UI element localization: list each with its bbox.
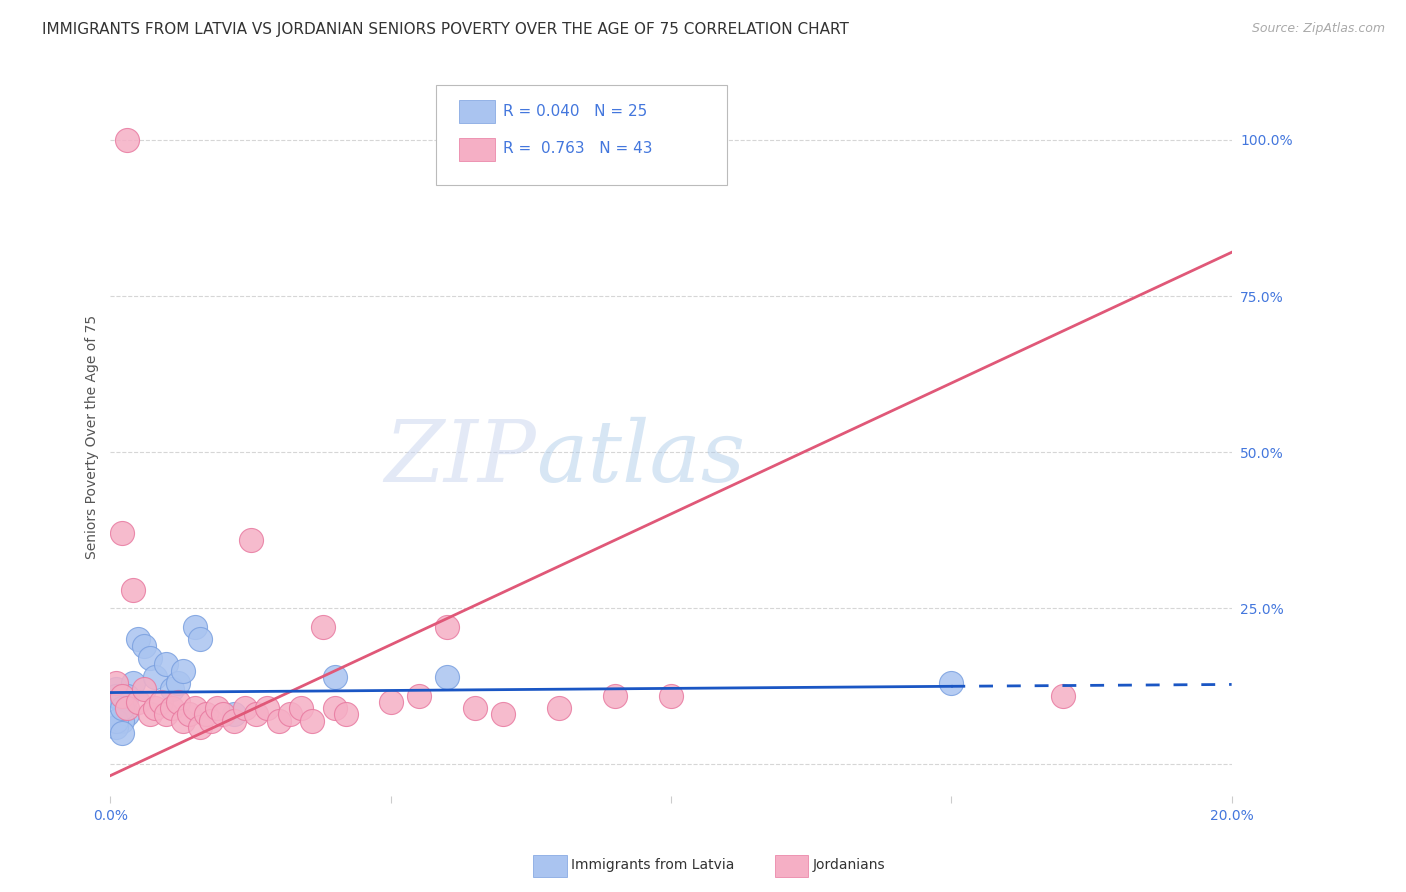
Point <box>177 707 200 722</box>
Point <box>183 620 205 634</box>
Point <box>111 695 134 709</box>
Point <box>256 701 278 715</box>
Point <box>335 707 357 722</box>
Point <box>464 701 486 715</box>
Point <box>111 726 134 740</box>
Point <box>188 632 211 647</box>
Point <box>121 582 143 597</box>
Point <box>111 701 134 715</box>
Point <box>290 701 312 715</box>
Point <box>172 664 194 678</box>
Point <box>222 714 245 728</box>
Point <box>105 720 128 734</box>
Point <box>436 670 458 684</box>
Point <box>222 707 245 722</box>
Point <box>323 670 346 684</box>
FancyBboxPatch shape <box>460 101 495 123</box>
Point <box>111 526 134 541</box>
Point <box>194 707 217 722</box>
Point <box>166 676 188 690</box>
Point <box>155 657 177 672</box>
Point <box>160 701 183 715</box>
Point <box>205 701 228 715</box>
Point <box>188 720 211 734</box>
Text: Immigrants from Latvia: Immigrants from Latvia <box>571 858 734 872</box>
Point <box>149 695 172 709</box>
Point <box>115 701 138 715</box>
Point <box>115 133 138 147</box>
Point <box>436 620 458 634</box>
Point <box>267 714 290 728</box>
Point <box>323 701 346 715</box>
Point <box>105 714 128 728</box>
Point <box>166 695 188 709</box>
Point <box>132 639 155 653</box>
Point <box>301 714 323 728</box>
Point <box>183 701 205 715</box>
Point <box>138 707 160 722</box>
Point <box>245 707 267 722</box>
Point <box>132 682 155 697</box>
FancyBboxPatch shape <box>460 137 495 161</box>
Point <box>172 714 194 728</box>
Point <box>233 701 256 715</box>
Point <box>111 689 134 703</box>
Point <box>155 707 177 722</box>
Text: R =  0.763   N = 43: R = 0.763 N = 43 <box>503 141 652 156</box>
Point <box>239 533 262 547</box>
Text: R = 0.040   N = 25: R = 0.040 N = 25 <box>503 103 647 119</box>
Point <box>200 714 222 728</box>
Point <box>143 670 166 684</box>
Point <box>115 689 138 703</box>
Text: Jordanians: Jordanians <box>813 858 886 872</box>
Point <box>111 714 134 728</box>
Point <box>659 689 682 703</box>
Text: IMMIGRANTS FROM LATVIA VS JORDANIAN SENIORS POVERTY OVER THE AGE OF 75 CORRELATI: IMMIGRANTS FROM LATVIA VS JORDANIAN SENI… <box>42 22 849 37</box>
Point <box>211 707 233 722</box>
Point <box>603 689 626 703</box>
Text: Source: ZipAtlas.com: Source: ZipAtlas.com <box>1251 22 1385 36</box>
Point <box>160 682 183 697</box>
Point <box>408 689 430 703</box>
Point <box>492 707 515 722</box>
Text: atlas: atlas <box>537 417 745 500</box>
Point <box>138 651 160 665</box>
Point <box>121 676 143 690</box>
Point <box>105 689 128 703</box>
Point <box>312 620 335 634</box>
FancyBboxPatch shape <box>436 85 727 186</box>
Point <box>105 676 128 690</box>
Point <box>105 682 128 697</box>
Point <box>548 701 571 715</box>
Point <box>115 707 138 722</box>
Point <box>380 695 402 709</box>
Point <box>143 701 166 715</box>
Point <box>127 632 149 647</box>
Point <box>278 707 301 722</box>
Text: ZIP: ZIP <box>385 417 537 500</box>
Point <box>1052 689 1074 703</box>
Point <box>127 695 149 709</box>
Point <box>941 676 963 690</box>
Y-axis label: Seniors Poverty Over the Age of 75: Seniors Poverty Over the Age of 75 <box>86 315 100 558</box>
